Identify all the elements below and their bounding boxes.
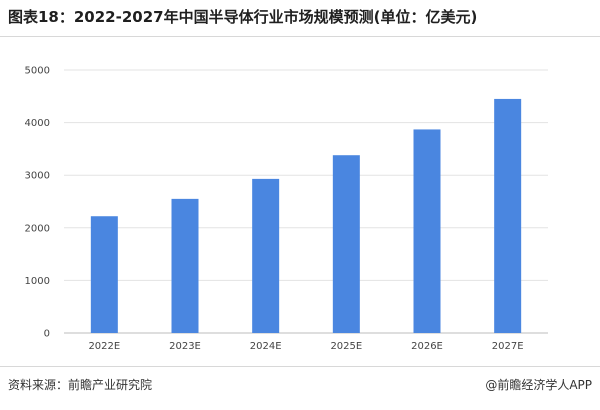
footer-divider	[0, 366, 600, 367]
y-tick-label: 0	[44, 329, 50, 340]
bar-2027E	[494, 98, 522, 334]
x-tick-label: 2023E	[169, 341, 201, 352]
y-tick-label: 4000	[25, 118, 50, 129]
bars	[90, 98, 522, 334]
x-tick-label: 2026E	[411, 341, 443, 352]
x-axis-ticks: 2022E 2023E 2024E 2025E 2026E 2027E	[88, 341, 523, 352]
bar-2023E	[171, 198, 199, 333]
bar-2026E	[413, 129, 441, 333]
bar-2022E	[90, 216, 118, 333]
x-tick-label: 2027E	[492, 341, 524, 352]
source-note: 资料来源：前瞻产业研究院	[8, 378, 153, 392]
y-tick-label: 2000	[25, 223, 50, 234]
y-tick-label: 5000	[25, 66, 50, 77]
title-divider	[0, 36, 600, 37]
chart-title: 图表18：2022-2027年中国半导体行业市场规模预测(单位：亿美元)	[8, 8, 478, 26]
bar-2024E	[252, 178, 280, 333]
brand-note: @前瞻经济学人APP	[485, 378, 592, 392]
x-tick-label: 2022E	[88, 341, 120, 352]
gridlines	[64, 69, 548, 334]
y-axis-ticks: 0 1000 2000 3000 4000 5000	[25, 66, 50, 340]
y-tick-label: 1000	[25, 276, 50, 287]
x-tick-label: 2025E	[330, 341, 362, 352]
x-tick-label: 2024E	[250, 341, 282, 352]
y-tick-label: 3000	[25, 171, 50, 182]
bar-2025E	[332, 155, 360, 333]
